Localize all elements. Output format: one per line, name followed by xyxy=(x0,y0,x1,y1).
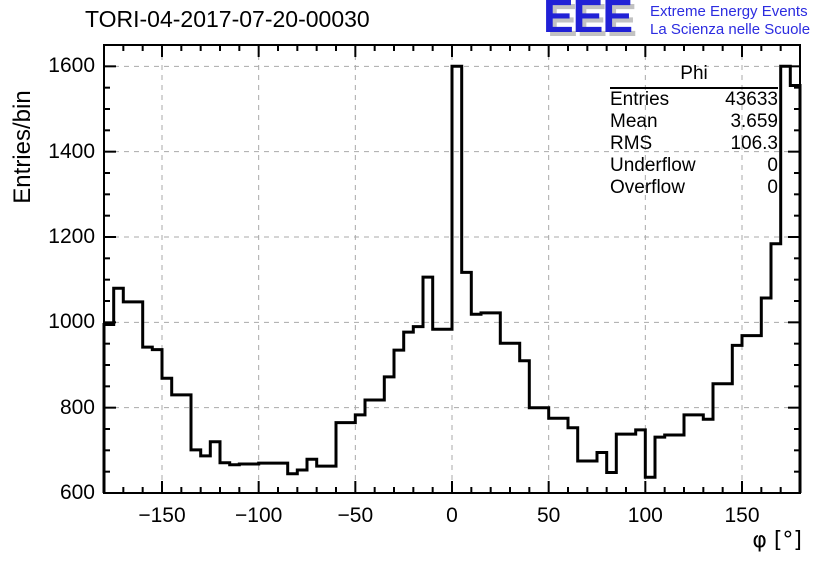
x-tick-label: −150 xyxy=(138,504,186,527)
stats-label: Overflow xyxy=(610,177,685,198)
x-tick-label: 100 xyxy=(627,504,663,527)
stats-value: 0 xyxy=(767,177,778,198)
eee-logo-line1: Extreme Energy Events xyxy=(650,3,808,20)
y-tick-label: 800 xyxy=(59,395,95,419)
eee-logo-line2: La Scienza nelle Scuole xyxy=(650,21,811,38)
stats-row: Overflow 0 xyxy=(610,177,778,199)
plot-title: TORI-04-2017-07-20-00030 xyxy=(85,6,370,32)
stats-label: Mean xyxy=(610,111,658,132)
x-tick-label: −50 xyxy=(337,504,374,527)
x-tick-label: 50 xyxy=(536,504,561,527)
x-tick-label: 0 xyxy=(446,504,458,527)
stats-title: Phi xyxy=(610,62,778,89)
stats-value: 0 xyxy=(767,155,778,176)
stats-label: Entries xyxy=(610,89,670,110)
stats-rows: Entries 43633 Mean 3.659 RMS 106.3 Underflow 0 O… xyxy=(610,89,778,199)
stats-label: Underflow xyxy=(610,155,696,176)
eee-logo-text: Extreme Energy Events La Scienza nelle S… xyxy=(650,3,810,39)
stats-row: Underflow 0 xyxy=(610,155,778,177)
eee-logo-acronym: EEE xyxy=(543,0,633,42)
y-tick-label: 1600 xyxy=(48,54,95,78)
y-tick-label: 600 xyxy=(59,481,95,504)
x-tick-label: 150 xyxy=(724,504,760,527)
stats-row: Mean 3.659 xyxy=(610,111,778,133)
stats-value: 106.3 xyxy=(730,133,778,154)
y-tick-label: 1000 xyxy=(48,310,95,334)
stats-row: RMS 106.3 xyxy=(610,133,778,155)
stats-box: Phi Entries 43633 Mean 3.659 RMS 106.3 Underfl… xyxy=(610,62,778,199)
y-tick-label: 1400 xyxy=(48,139,95,163)
eee-logo: EEE xyxy=(543,0,633,42)
stats-value: 43633 xyxy=(725,89,778,110)
stats-label: RMS xyxy=(610,133,653,154)
y-tick-label: 1200 xyxy=(48,225,95,248)
stats-row: Entries 43633 xyxy=(610,89,778,111)
stats-value: 3.659 xyxy=(730,111,778,132)
x-axis-title: φ [°] xyxy=(752,528,802,553)
x-tick-label: −100 xyxy=(235,504,283,527)
